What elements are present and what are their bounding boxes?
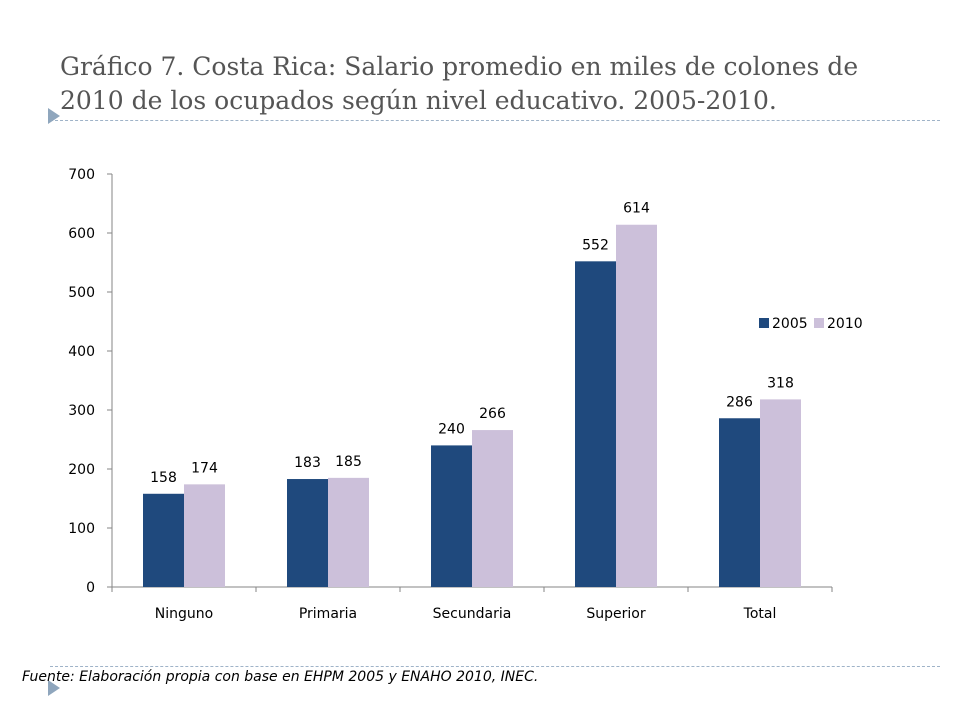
data-label: 240 (438, 421, 465, 437)
source-arrow-icon (48, 680, 60, 696)
title-divider (50, 120, 940, 121)
source-note: Fuente: Elaboración propia con base en E… (22, 669, 539, 685)
data-label: 552 (582, 237, 609, 253)
x-tick-label: Secundaria (433, 606, 512, 622)
data-label: 614 (623, 201, 650, 217)
y-tick-label: 0 (86, 580, 95, 596)
data-label: 183 (294, 455, 321, 471)
bar-2010-superior (616, 224, 657, 588)
bar-2005-ninguno (143, 493, 184, 587)
y-tick-label: 400 (68, 344, 95, 360)
y-tick-label: 600 (68, 226, 95, 242)
bar-2005-total (719, 418, 760, 587)
data-label: 286 (726, 394, 753, 410)
data-label: 158 (150, 470, 177, 486)
data-label: 185 (335, 454, 362, 470)
y-tick-label: 700 (68, 167, 95, 183)
chart-title: Gráfico 7. Costa Rica: Salario promedio … (60, 52, 859, 115)
x-tick-label: Total (743, 606, 777, 622)
y-tick-label: 300 (68, 403, 95, 419)
data-label: 266 (479, 406, 506, 422)
source-divider (50, 666, 940, 667)
legend-swatch-2005 (759, 318, 769, 328)
bar-2005-superior (575, 261, 616, 587)
x-tick-label: Ninguno (155, 606, 213, 622)
legend-swatch-2010 (814, 318, 824, 328)
title-arrow-icon (48, 108, 60, 124)
bar-2010-primaria (328, 477, 369, 587)
y-tick-label: 100 (68, 521, 95, 537)
y-tick-label: 200 (68, 462, 95, 478)
bar-2010-secundaria (472, 430, 513, 587)
y-tick-label: 500 (68, 285, 95, 301)
legend-label-2005: 2005 (772, 316, 808, 332)
bar-2010-total (760, 399, 801, 587)
data-label: 318 (767, 375, 794, 391)
legend-label-2010: 2010 (827, 316, 863, 332)
x-tick-label: Superior (586, 606, 645, 622)
bar-2005-secundaria (431, 445, 472, 587)
data-label: 174 (191, 460, 218, 476)
bar-chart: 0 100 200 300 400 500 600 700 Ninguno 158 174 Prima… (68, 167, 863, 622)
bar-2005-primaria (287, 479, 328, 587)
bar-2010-ninguno (184, 484, 225, 587)
x-tick-label: Primaria (299, 606, 357, 622)
